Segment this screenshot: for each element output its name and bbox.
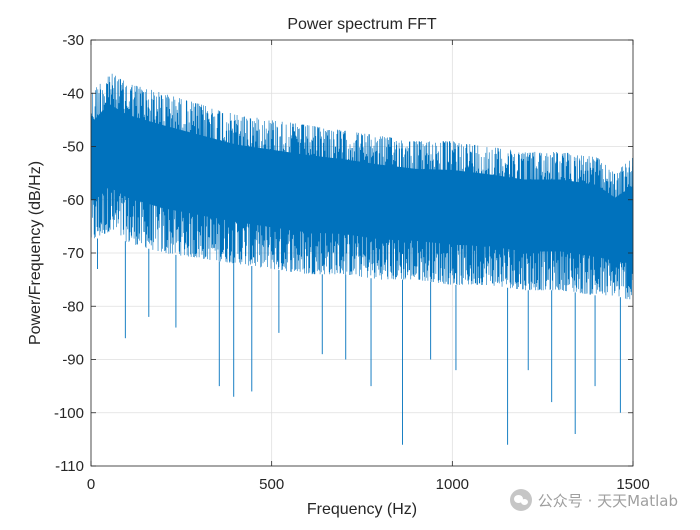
watermark-text: 公众号 · 天天Matlab <box>537 491 678 510</box>
x-tick-label: 1500 <box>616 476 649 493</box>
y-tick-label: -110 <box>55 458 84 475</box>
x-tick-label: 1000 <box>436 476 469 493</box>
chart-title: Power spectrum FFT <box>287 16 437 33</box>
y-tick-label: -30 <box>62 32 84 49</box>
y-tick-label: -50 <box>62 139 84 156</box>
y-tick-label: -60 <box>62 192 84 209</box>
data-layer <box>91 73 633 445</box>
ticks: 0 500 1000 1500 -30 -40 -50 -60 -70 -80 -90 -100 -11… <box>54 32 650 493</box>
spectrum-core-band <box>91 103 633 262</box>
x-tick-label: 0 <box>87 476 95 493</box>
watermark: 公众号 · 天天Matlab <box>509 489 678 511</box>
y-tick-label: -70 <box>62 245 84 262</box>
y-tick-label: -100 <box>54 405 84 422</box>
y-tick-label: -80 <box>62 298 84 315</box>
x-tick-label: 500 <box>259 476 284 493</box>
wechat-icon <box>509 489 532 511</box>
y-tick-label: -90 <box>62 352 84 369</box>
x-axis-label: Frequency (Hz) <box>307 501 417 518</box>
y-tick-label: -40 <box>62 85 84 102</box>
y-axis-label: Power/Frequency (dB/Hz) <box>27 161 44 345</box>
